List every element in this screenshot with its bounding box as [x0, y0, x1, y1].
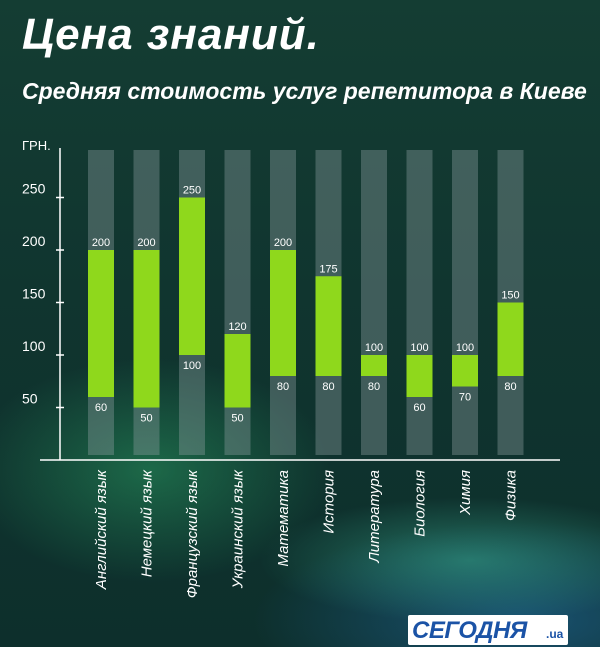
- category-label: Литература: [366, 470, 383, 564]
- bar-min-label: 80: [322, 381, 334, 393]
- y-tick-label: 50: [22, 391, 38, 407]
- bar-min-label: 80: [368, 381, 380, 393]
- category-label: Химия: [457, 470, 474, 516]
- range-bar: [133, 250, 160, 408]
- range-bar: [270, 250, 296, 376]
- bar-min-label: 50: [231, 413, 243, 425]
- bar-min-label: 80: [277, 381, 289, 393]
- range-bar: [497, 302, 524, 376]
- category-label: История: [321, 470, 338, 534]
- bar-max-label: 100: [410, 342, 428, 354]
- category-label: Английский язык: [93, 469, 110, 590]
- segodnya-logo: СЕГОДНЯ .ua: [408, 615, 568, 645]
- bar-max-label: 200: [137, 237, 155, 249]
- y-axis-label: ГРН.: [22, 138, 51, 153]
- range-bar: [452, 355, 478, 387]
- bar-max-label: 200: [92, 237, 110, 249]
- logo-text: СЕГОДНЯ: [412, 617, 527, 644]
- bar-max-label: 120: [228, 321, 246, 333]
- bar-max-label: 175: [319, 263, 337, 275]
- logo-domain: .ua: [546, 627, 564, 641]
- bar-min-label: 60: [413, 402, 425, 414]
- category-label: Биология: [412, 470, 429, 537]
- range-bar: [224, 334, 251, 408]
- page-subtitle: Средняя стоимость услуг репетитора в Кие…: [22, 78, 587, 104]
- bar-max-label: 200: [274, 237, 292, 249]
- y-tick-label: 100: [22, 338, 46, 354]
- y-tick-label: 150: [22, 286, 46, 302]
- category-label: Украинский язык: [230, 469, 247, 589]
- bar-max-label: 150: [501, 290, 519, 302]
- range-bar: [315, 276, 342, 376]
- category-label: Французский язык: [184, 469, 201, 598]
- category-label: Немецкий язык: [139, 469, 156, 577]
- bar-max-label: 100: [365, 342, 383, 354]
- bar-track: [406, 150, 433, 455]
- bar-min-label: 100: [183, 360, 201, 372]
- range-bar: [361, 355, 387, 376]
- range-bar: [406, 355, 433, 397]
- range-bar: [179, 197, 205, 355]
- bar-max-label: 250: [183, 185, 201, 197]
- bar-track: [224, 150, 251, 455]
- y-tick-label: 200: [22, 233, 46, 249]
- bar-max-label: 100: [456, 342, 474, 354]
- bar-min-label: 80: [504, 381, 516, 393]
- bar-min-label: 50: [140, 413, 152, 425]
- category-label: Математика: [275, 470, 292, 567]
- page-title: Цена знаний.: [22, 10, 320, 59]
- range-bar: [88, 250, 114, 397]
- bar-min-label: 60: [95, 402, 107, 414]
- bar-min-label: 70: [459, 392, 471, 404]
- bar-track: [361, 150, 387, 455]
- bar-track: [452, 150, 478, 455]
- y-tick-label: 250: [22, 181, 46, 197]
- category-label: Физика: [503, 470, 520, 521]
